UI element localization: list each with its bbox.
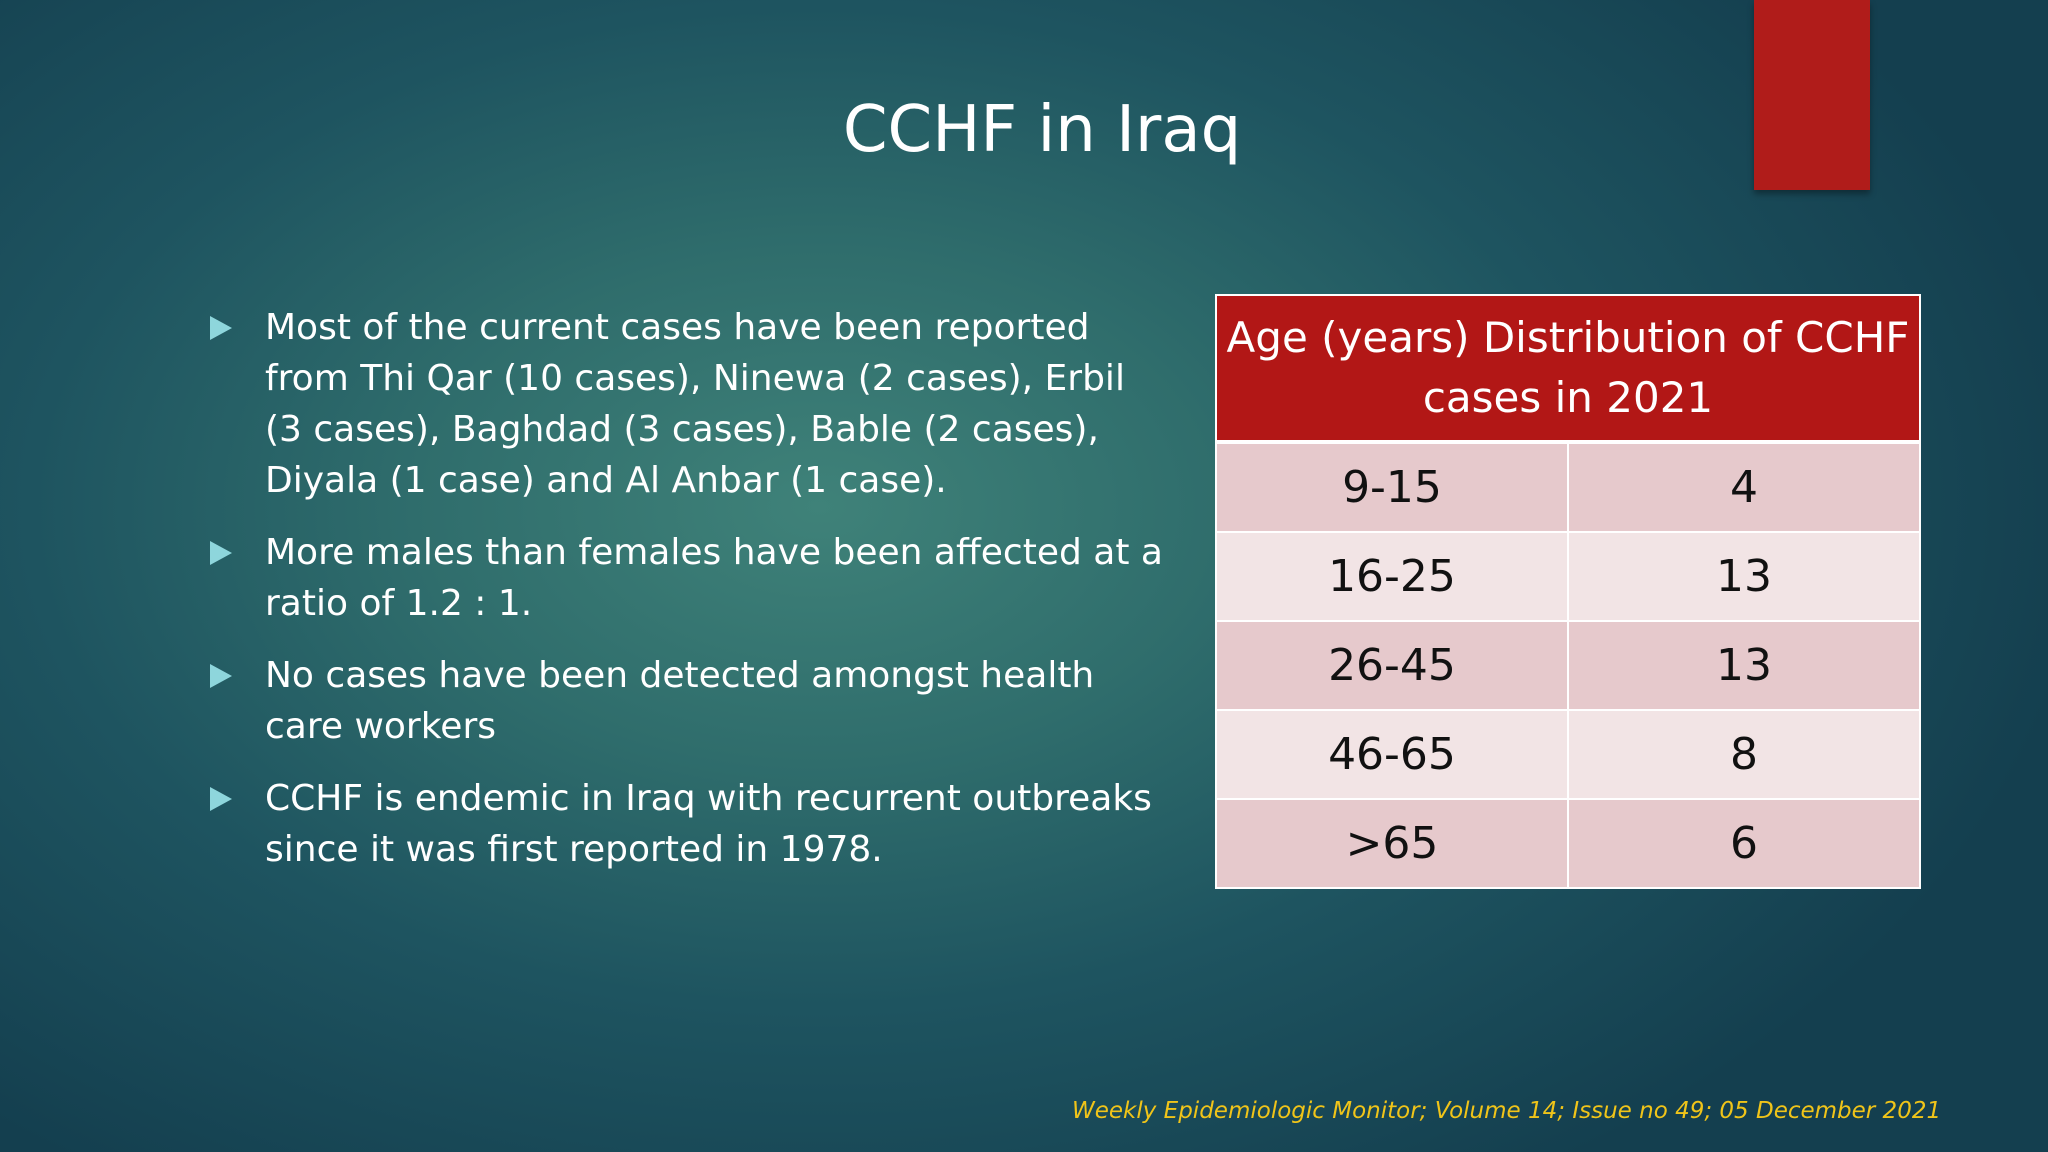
table-row: 9-15 4 [1217,444,1919,531]
cases-cell: 13 [1567,622,1919,709]
age-cell: >65 [1217,800,1567,887]
slide-title: CCHF in Iraq [842,93,1242,167]
bullet-text: Most of the current cases have been repo… [265,307,1125,501]
bullet-text: CCHF is endemic in Iraq with recurrent o… [265,778,1152,870]
triangle-right-icon [210,541,232,565]
table-row: 46-65 8 [1217,709,1919,798]
age-cell: 26-45 [1217,622,1567,709]
triangle-right-icon [210,316,232,340]
table-row: 16-25 13 [1217,531,1919,620]
bullet-item: No cases have been detected amongst heal… [210,650,1170,752]
bullet-item: More males than females have been affect… [210,527,1170,629]
bullet-item: CCHF is endemic in Iraq with recurrent o… [210,773,1170,875]
bullet-list: Most of the current cases have been repo… [210,302,1170,896]
cases-cell: 6 [1567,800,1919,887]
triangle-right-icon [210,787,232,811]
age-cell: 46-65 [1217,711,1567,798]
bullet-item: Most of the current cases have been repo… [210,302,1170,506]
cases-cell: 4 [1567,444,1919,531]
triangle-right-icon [210,664,232,688]
age-cell: 9-15 [1217,444,1567,531]
source-citation: Weekly Epidemiologic Monitor; Volume 14;… [1072,1098,1942,1124]
table-row: >65 6 [1217,798,1919,887]
cases-cell: 8 [1567,711,1919,798]
table-header: Age (years) Distribution of CCHF cases i… [1217,296,1919,444]
cases-cell: 13 [1567,533,1919,620]
bullet-text: No cases have been detected amongst heal… [265,655,1095,747]
bullet-text: More males than females have been affect… [265,532,1163,624]
age-cell: 16-25 [1217,533,1567,620]
age-distribution-table: Age (years) Distribution of CCHF cases i… [1215,294,1921,889]
table-row: 26-45 13 [1217,620,1919,709]
accent-bar [1754,0,1870,190]
